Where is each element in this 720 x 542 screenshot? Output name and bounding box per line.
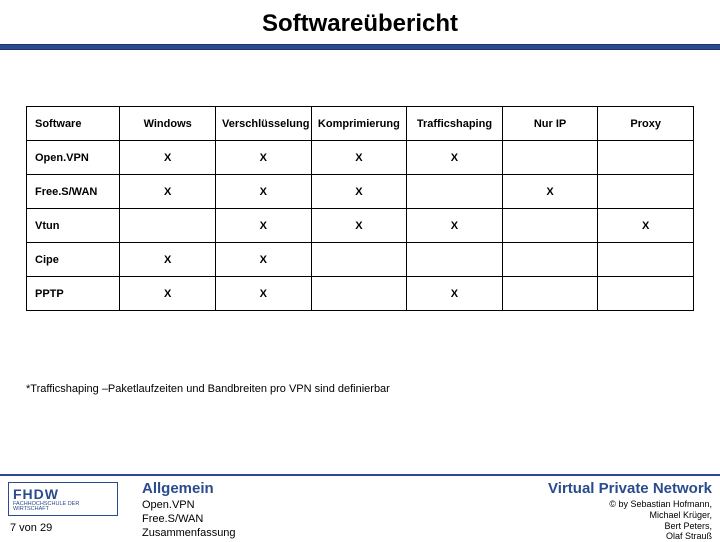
table-cell	[598, 175, 694, 209]
table-cell	[120, 209, 216, 243]
section-item-1: Free.S/WAN	[142, 513, 492, 527]
table-cell: X	[407, 277, 503, 311]
table-cell: X	[407, 209, 503, 243]
logo-text-small: FACHHOCHSCHULE DER WIRTSCHAFT	[13, 502, 113, 513]
table-cell	[598, 141, 694, 175]
table-cell: X	[311, 209, 407, 243]
col-software: Software	[27, 107, 120, 141]
table-cell: X	[598, 209, 694, 243]
section-item-2: Zusammenfassung	[142, 527, 492, 541]
table-row: Free.S/WANXXXX	[27, 175, 694, 209]
row-label: Vtun	[27, 209, 120, 243]
table-row: Open.VPNXXXX	[27, 141, 694, 175]
table-cell	[407, 243, 503, 277]
row-label: Cipe	[27, 243, 120, 277]
table-cell	[311, 243, 407, 277]
table-cell: X	[311, 141, 407, 175]
table-cell: X	[120, 277, 216, 311]
footer-center: Allgemein Open.VPN Free.S/WAN Zusammenfa…	[118, 480, 492, 540]
table-cell	[502, 277, 598, 311]
vpn-title: Virtual Private Network	[492, 480, 712, 497]
content-area: Software Windows Verschlüsselung Komprim…	[0, 50, 720, 311]
row-label: Free.S/WAN	[27, 175, 120, 209]
table-cell: X	[215, 175, 311, 209]
table-cell: X	[215, 141, 311, 175]
table-header-row: Software Windows Verschlüsselung Komprim…	[27, 107, 694, 141]
credit-1: Michael Krüger,	[492, 510, 712, 521]
table-cell: X	[502, 175, 598, 209]
page-title: Softwareübericht	[0, 10, 720, 38]
credit-2: Bert Peters,	[492, 521, 712, 532]
page-number: 7 von 29	[10, 522, 52, 534]
table-cell	[502, 243, 598, 277]
logo-text-big: FHDW	[13, 486, 113, 502]
col-compression: Komprimierung	[311, 107, 407, 141]
table-cell: X	[120, 175, 216, 209]
col-windows: Windows	[120, 107, 216, 141]
table-cell: X	[311, 175, 407, 209]
table-cell	[502, 209, 598, 243]
table-cell	[598, 277, 694, 311]
software-table: Software Windows Verschlüsselung Komprim…	[26, 106, 694, 311]
credit-0: © by Sebastian Hofmann,	[492, 499, 712, 510]
table-row: CipeXX	[27, 243, 694, 277]
title-bar: Softwareübericht	[0, 0, 720, 44]
table-body: Open.VPNXXXXFree.S/WANXXXXVtunXXXXCipeXX…	[27, 141, 694, 311]
table-cell: X	[407, 141, 503, 175]
table-cell: X	[120, 141, 216, 175]
row-label: PPTP	[27, 277, 120, 311]
table-cell: X	[215, 277, 311, 311]
col-trafficshaping: Trafficshaping	[407, 107, 503, 141]
table-cell	[311, 277, 407, 311]
table-cell: X	[215, 209, 311, 243]
footer-right: Virtual Private Network © by Sebastian H…	[492, 480, 712, 542]
credit-3: Olaf Strauß	[492, 531, 712, 542]
table-cell: X	[215, 243, 311, 277]
table-row: VtunXXXX	[27, 209, 694, 243]
row-label: Open.VPN	[27, 141, 120, 175]
section-title: Allgemein	[142, 480, 492, 497]
col-proxy: Proxy	[598, 107, 694, 141]
table-row: PPTPXXX	[27, 277, 694, 311]
section-item-0: Open.VPN	[142, 499, 492, 513]
table-cell	[598, 243, 694, 277]
col-encryption: Verschlüsselung	[215, 107, 311, 141]
table-cell	[502, 141, 598, 175]
footer: FHDW FACHHOCHSCHULE DER WIRTSCHAFT Allge…	[0, 474, 720, 540]
col-ip-only: Nur IP	[502, 107, 598, 141]
footer-row: FHDW FACHHOCHSCHULE DER WIRTSCHAFT Allge…	[0, 476, 720, 540]
logo: FHDW FACHHOCHSCHULE DER WIRTSCHAFT	[8, 482, 118, 516]
table-cell: X	[120, 243, 216, 277]
table-cell	[407, 175, 503, 209]
footnote: *Trafficshaping –Paketlaufzeiten und Ban…	[0, 311, 720, 395]
